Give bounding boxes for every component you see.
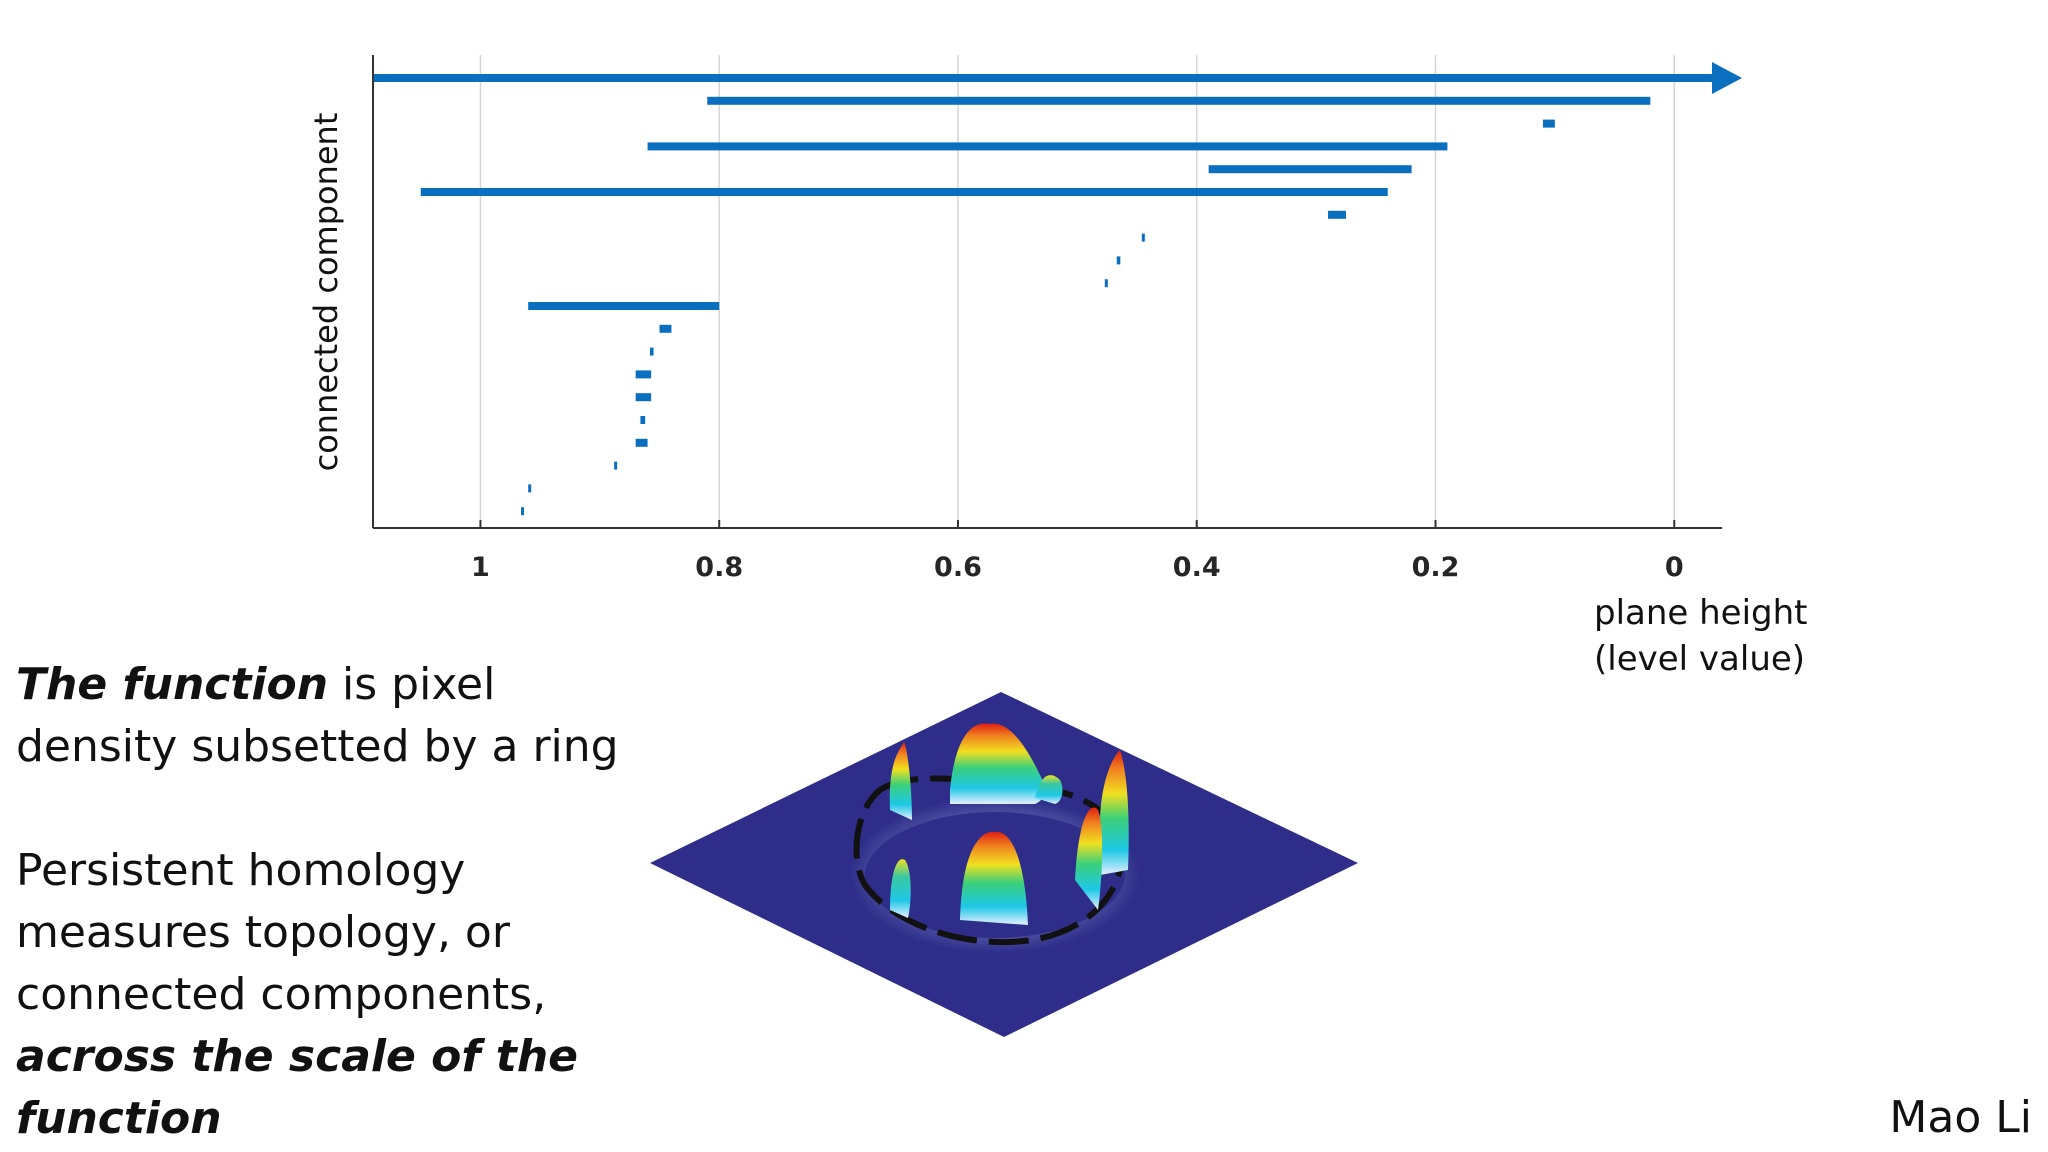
x-axis-label: plane height (level value) [1594,590,1808,682]
barcode-bar [635,438,648,447]
author-name: Mao Li [1889,1092,2032,1143]
barcode-bar [614,461,618,470]
description-text: The function is pixel density subsetted … [16,654,656,1150]
barcode-bar [707,96,1651,105]
barcode-bar [640,416,646,424]
barcode-bar [1116,256,1121,265]
x-axis-label-line1: plane height [1594,593,1808,633]
surface-peak [1035,775,1063,804]
barcode-bar [1208,165,1412,174]
barcode-bar [659,324,672,333]
x-tick-label: 0 [1665,552,1684,583]
surface-peak [890,859,911,918]
barcode-bars [373,62,1742,516]
barcode-bar [647,142,1448,151]
density-surface-image [650,692,1358,1037]
surface-peak [1075,807,1103,910]
description-text-2: Persistent homology measures topology, o… [16,845,547,1020]
surface-peak [1099,750,1129,875]
barcode-bar-infinite [373,74,1722,82]
description-paragraph-1: The function is pixel density subsetted … [16,654,656,778]
x-tick-label: 1 [471,552,490,583]
barcode-bar [635,393,652,402]
barcode-bar [1542,119,1555,128]
description-emphasis-1: The function [16,659,329,710]
barcode-bar [635,370,652,379]
description-paragraph-2: Persistent homology measures topology, o… [16,840,656,1150]
surface-peak [889,742,912,820]
grid-lines [479,55,1675,528]
x-axis-ticks: 1 0.8 0.6 0.4 0.2 0 [471,520,1684,583]
barcode-bar [420,188,1388,196]
surface-peak [960,831,1028,925]
surface-peak [950,723,1045,804]
barcode-bar [528,484,532,493]
barcode-chart: 1 0.8 0.6 0.4 0.2 0 connected component [307,55,1742,583]
description-emphasis-2: across the scale of the function [16,1031,579,1144]
x-tick-label: 0.4 [1173,552,1221,583]
x-tick-label: 0.6 [934,552,982,583]
barcode-bar [521,507,525,516]
y-axis-label: connected component [307,113,345,472]
barcode-bar [1104,279,1108,288]
barcode-bar [528,302,720,310]
barcode-bar [649,347,654,356]
x-tick-label: 0.2 [1412,552,1460,583]
barcode-bar [1328,210,1346,219]
x-axis-label-line2: (level value) [1594,639,1806,679]
description-text-1: is pixel density subsetted by a ring [16,659,619,772]
x-tick-label: 0.8 [695,552,743,583]
barcode-bar [1141,233,1145,242]
infinite-bar-arrowhead [1712,62,1742,94]
